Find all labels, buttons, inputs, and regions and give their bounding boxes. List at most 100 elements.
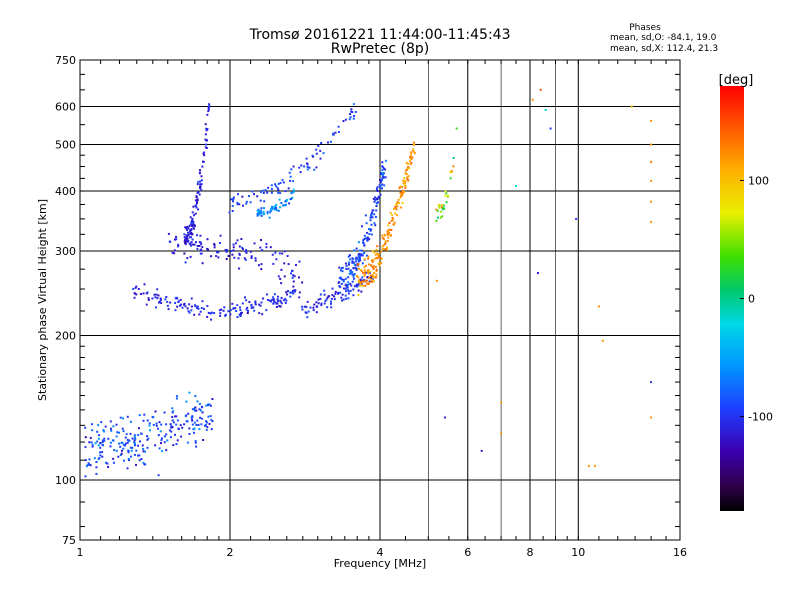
- scatter-point: [292, 280, 295, 283]
- scatter-point: [359, 281, 361, 284]
- scatter-point: [219, 314, 222, 317]
- scatter-point: [365, 282, 368, 285]
- scatter-point: [375, 266, 377, 269]
- scatter-point: [113, 449, 116, 452]
- scatter-point: [98, 434, 100, 437]
- scatter-point: [261, 189, 264, 192]
- scatter-point: [134, 437, 137, 440]
- scatter-point: [135, 293, 138, 296]
- scatter-point: [189, 232, 192, 235]
- scatter-point: [196, 307, 198, 309]
- scatter-point: [450, 169, 453, 172]
- scatter-point: [384, 159, 387, 162]
- scatter-point: [163, 411, 166, 414]
- scatter-point: [125, 433, 128, 436]
- scatter-point: [241, 248, 244, 250]
- scatter-point: [146, 419, 149, 422]
- scatter-point: [298, 296, 301, 299]
- scatter-point: [278, 305, 281, 308]
- scatter-point: [270, 184, 273, 187]
- scatter-point: [194, 441, 197, 444]
- y-axis-label: Stationary phase Virtual Height [km]: [36, 199, 49, 401]
- scatter-point: [347, 297, 350, 300]
- scatter-point: [232, 198, 235, 201]
- scatter-point: [280, 268, 283, 271]
- scatter-point: [243, 257, 246, 260]
- scatter-point: [249, 201, 252, 204]
- scatter-point: [185, 240, 188, 243]
- scatter-point: [650, 160, 653, 163]
- scatter-point: [199, 248, 202, 251]
- scatter-point: [263, 212, 266, 215]
- scatter-point: [165, 423, 168, 426]
- scatter-point: [452, 157, 455, 159]
- scatter-point: [128, 459, 130, 461]
- scatter-point: [440, 210, 442, 213]
- scatter-point: [289, 295, 292, 298]
- scatter-point: [198, 313, 201, 316]
- scatter-point: [359, 284, 362, 287]
- scatter-point: [195, 424, 198, 426]
- scatter-point: [315, 148, 318, 151]
- phase-stats-x-mode: mean, sd,X: 112.4, 21.3: [610, 44, 719, 54]
- scatter-point: [284, 301, 287, 304]
- scatter-point: [199, 186, 202, 189]
- scatter-point: [165, 449, 168, 452]
- scatter-point: [301, 308, 304, 311]
- scatter-point: [194, 212, 197, 215]
- scatter-point: [272, 296, 275, 299]
- scatter-point: [365, 279, 368, 282]
- scatter-point: [412, 143, 415, 146]
- scatter-point: [381, 247, 384, 250]
- scatter-point: [195, 196, 198, 199]
- scatter-point: [282, 181, 285, 184]
- scatter-point: [371, 266, 374, 269]
- scatter-point: [106, 462, 109, 465]
- scatter-point: [351, 273, 354, 276]
- scatter-point: [368, 270, 371, 273]
- scatter-point: [351, 271, 354, 274]
- scatter-point: [181, 306, 184, 309]
- scatter-point: [158, 300, 161, 303]
- scatter-point: [349, 289, 352, 292]
- scatter-point: [373, 265, 376, 268]
- scatter-point: [352, 103, 355, 106]
- scatter-point: [177, 243, 180, 246]
- scatter-point: [365, 264, 367, 267]
- scatter-point: [274, 183, 277, 186]
- scatter-point: [298, 291, 301, 294]
- scatter-point: [357, 267, 360, 270]
- scatter-point: [148, 424, 151, 427]
- scatter-point: [234, 242, 237, 245]
- scatter-point: [354, 285, 356, 288]
- scatter-point: [238, 253, 241, 256]
- scatter-point: [342, 298, 345, 301]
- scatter-point: [362, 242, 365, 244]
- scatter-point: [375, 273, 378, 276]
- scatter-point: [258, 303, 261, 306]
- scatter-point: [176, 305, 179, 308]
- scatter-point: [147, 437, 150, 440]
- scatter-point: [262, 210, 265, 213]
- scatter-point: [199, 310, 202, 313]
- scatter-point: [360, 249, 363, 252]
- scatter-point: [329, 140, 332, 143]
- scatter-point: [386, 240, 389, 243]
- scatter-point: [118, 442, 120, 445]
- scatter-point: [309, 306, 312, 309]
- scatter-point: [537, 272, 539, 274]
- scatter-point: [202, 160, 205, 163]
- scatter-point: [250, 256, 253, 259]
- scatter-point: [169, 240, 172, 243]
- scatter-point: [138, 427, 140, 430]
- scatter-point: [391, 218, 394, 221]
- scatter-point: [275, 207, 278, 209]
- scatter-point: [241, 302, 244, 305]
- scatter-point: [246, 306, 249, 309]
- scatter-point: [194, 224, 196, 227]
- scatter-point: [406, 162, 409, 165]
- scatter-point: [360, 282, 363, 285]
- scatter-point: [201, 300, 204, 303]
- scatter-point: [386, 246, 388, 249]
- scatter-point: [384, 242, 387, 245]
